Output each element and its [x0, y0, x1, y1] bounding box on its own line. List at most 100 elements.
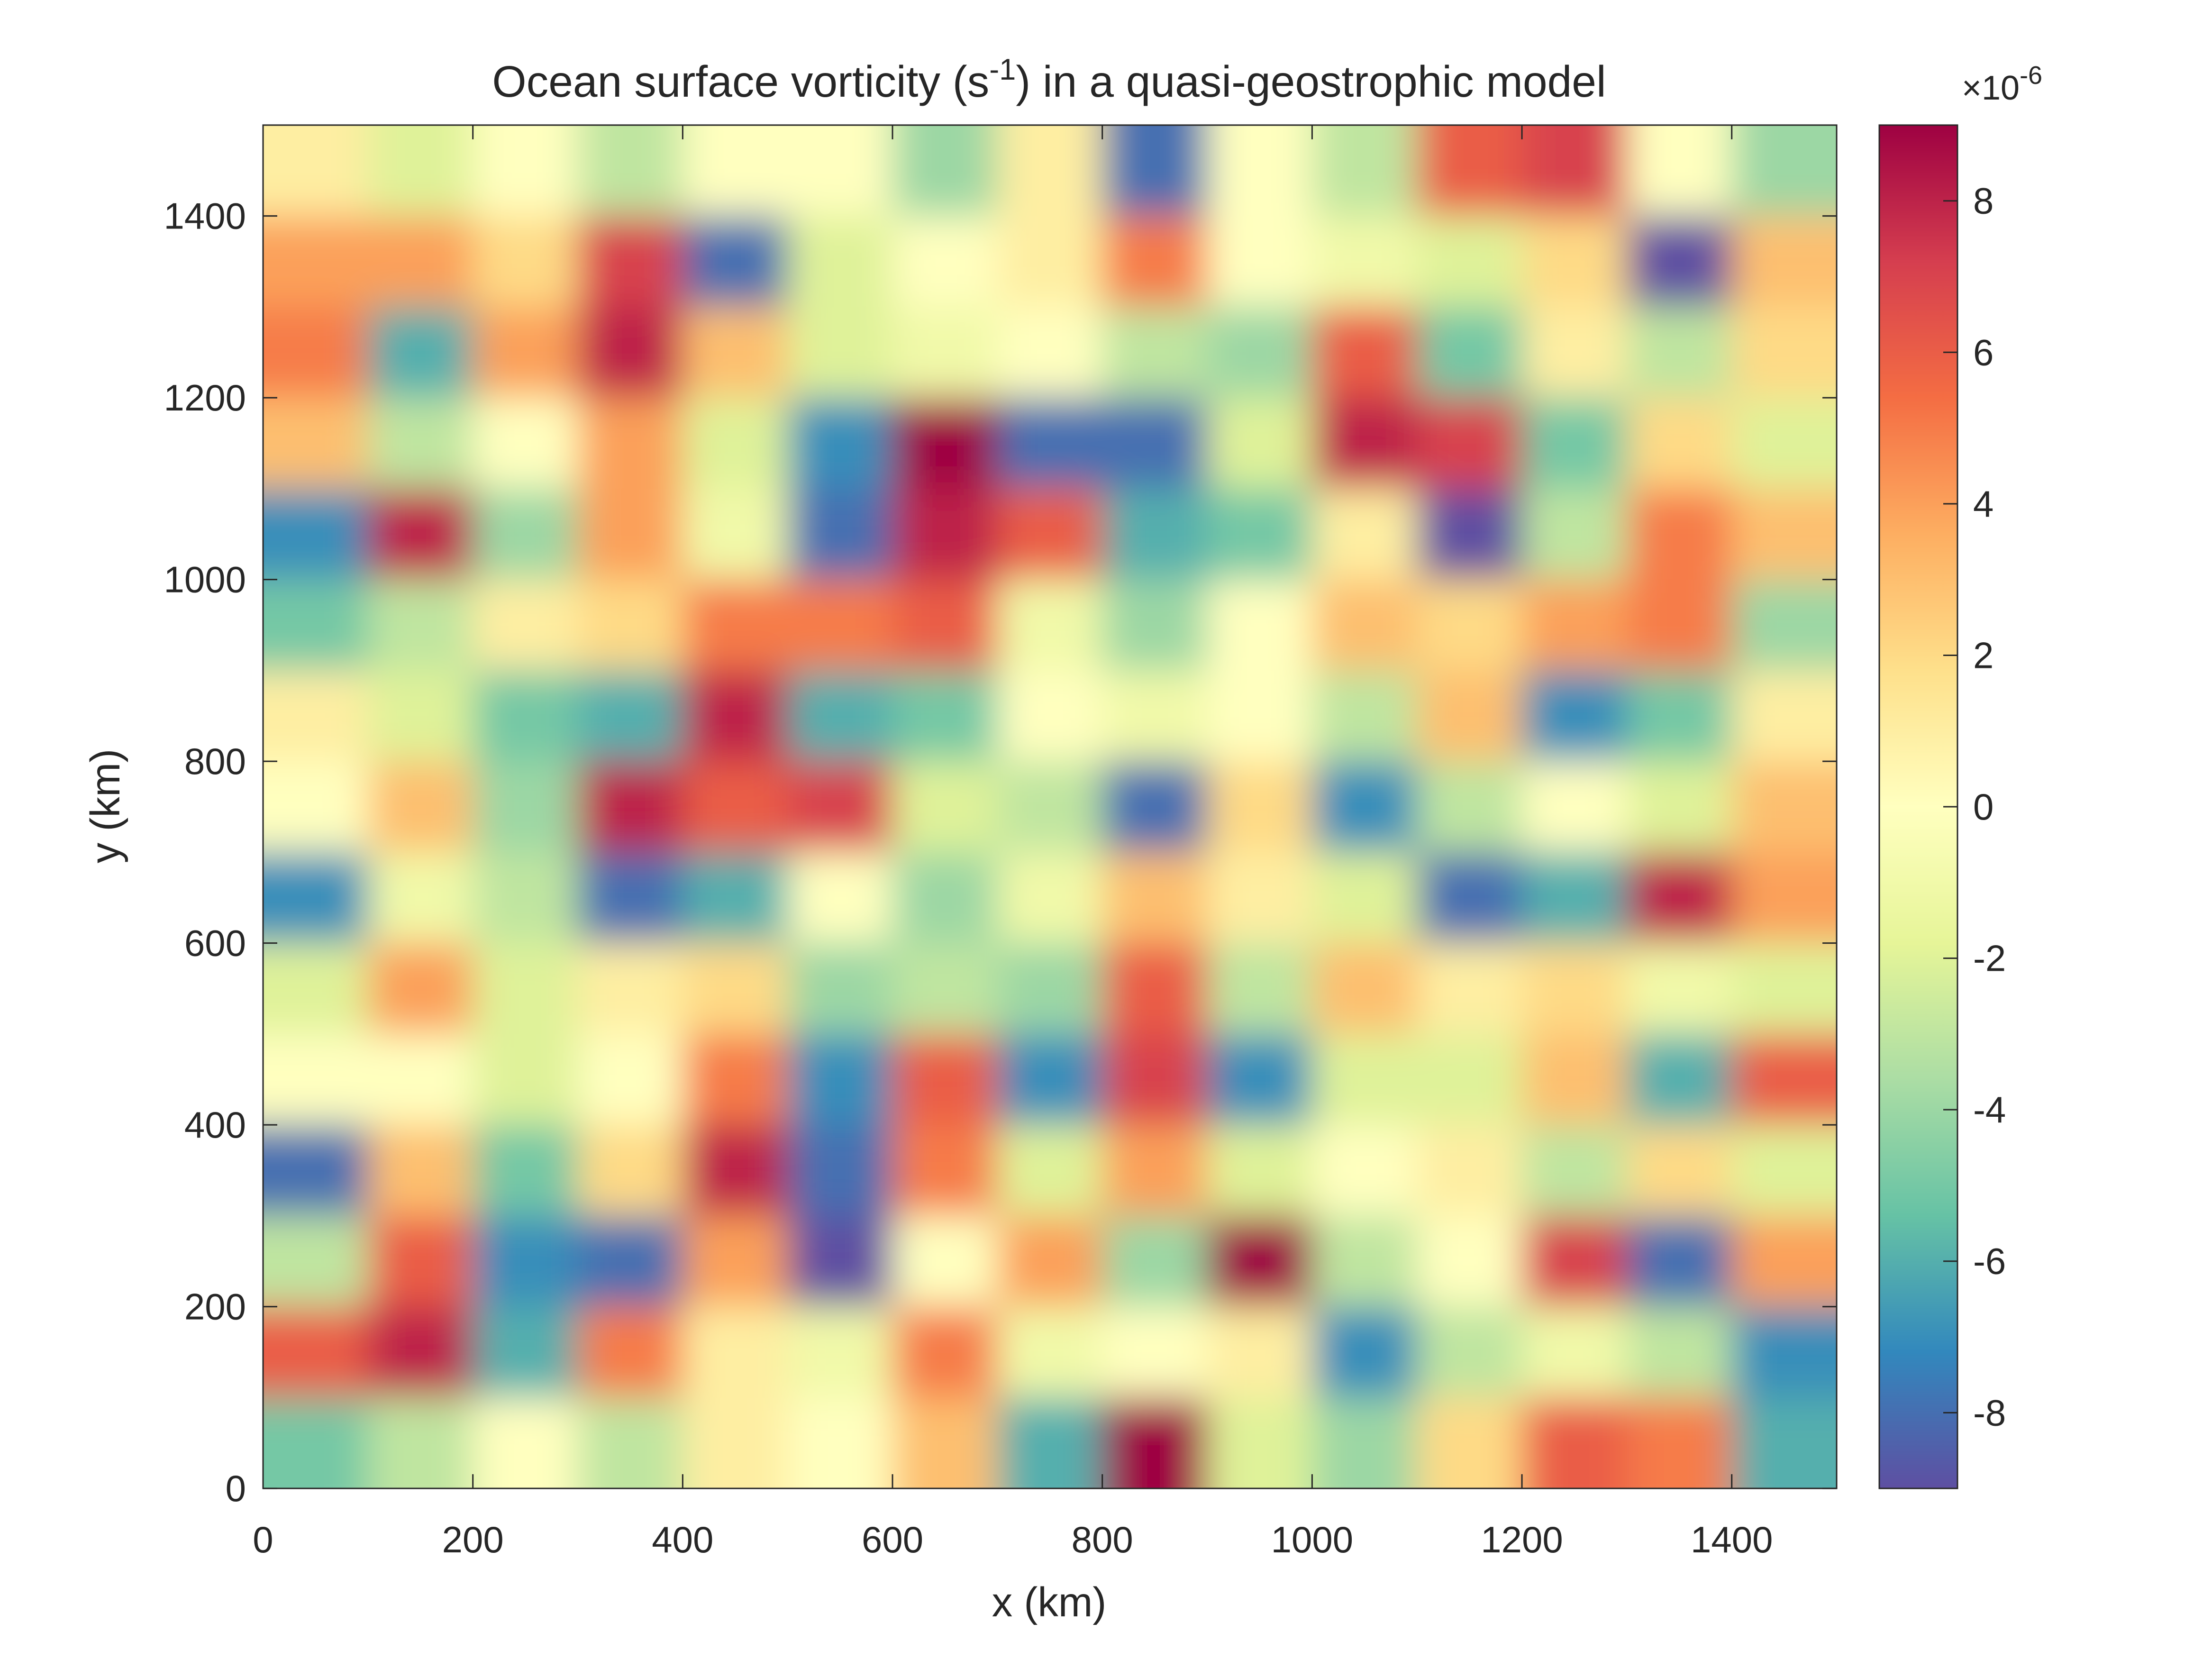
field-cell [368, 398, 474, 490]
field-cell [892, 1397, 999, 1489]
x-tick-label: 1400 [1691, 1519, 1773, 1560]
field-cell [368, 307, 474, 399]
field-cell [997, 761, 1103, 853]
field-cell [683, 398, 789, 490]
field-cell [997, 1397, 1103, 1489]
field-cell [997, 125, 1103, 217]
field-cell [683, 1034, 789, 1126]
field-cell [578, 488, 684, 581]
field-cell [997, 398, 1103, 490]
colorbar-tick-label: -4 [1973, 1089, 2006, 1130]
field-cell [1207, 943, 1313, 1035]
field-cell [1207, 1125, 1313, 1217]
field-cell [683, 1215, 789, 1308]
field-cell [1207, 1306, 1313, 1399]
field-cell [683, 1306, 789, 1399]
field-cell [683, 943, 789, 1035]
field-cell [473, 125, 579, 217]
field-cell [1312, 398, 1418, 490]
field-cell [263, 852, 369, 944]
field-cell [1102, 579, 1208, 672]
field-cell [997, 1125, 1103, 1217]
field-cell [1627, 125, 1733, 217]
field-cell [997, 307, 1103, 399]
field-cell [997, 1215, 1103, 1308]
field-cell [1731, 1034, 1837, 1126]
field-cell [263, 1397, 369, 1489]
field-cell [578, 1397, 684, 1489]
field-cell [1627, 1306, 1733, 1399]
field-cell [892, 216, 999, 308]
field-cell [473, 398, 579, 490]
field-cell [787, 1397, 893, 1489]
field-cell [1102, 670, 1208, 762]
field-cell [1522, 1397, 1628, 1489]
field-cell [578, 216, 684, 308]
field-cell [1312, 488, 1418, 581]
field-cell [683, 579, 789, 672]
field-cell [1731, 761, 1837, 853]
field-cell [892, 1125, 999, 1217]
field-cell [1417, 307, 1523, 399]
field-cell [1102, 1397, 1208, 1489]
field-cell [263, 216, 369, 308]
field-cell [1731, 307, 1837, 399]
field-cell [787, 579, 893, 672]
field-cell [473, 852, 579, 944]
field-cell [1207, 488, 1313, 581]
y-tick-label: 1400 [164, 195, 246, 237]
field-cell [263, 943, 369, 1035]
field-cell [368, 1306, 474, 1399]
x-tick-label: 0 [253, 1519, 273, 1560]
field-cell [578, 398, 684, 490]
field-cell [578, 579, 684, 672]
field-cell [1312, 1306, 1418, 1399]
field-cell [997, 943, 1103, 1035]
field-cell [578, 852, 684, 944]
field-cell [787, 1306, 893, 1399]
field-cell [263, 125, 369, 217]
field-cell [578, 1215, 684, 1308]
field-cell [1312, 852, 1418, 944]
x-tick-label: 600 [862, 1519, 923, 1560]
field-cell [683, 216, 789, 308]
colorbar-tick-label: 8 [1973, 180, 1994, 222]
field-cell [997, 1034, 1103, 1126]
field-cell [1522, 670, 1628, 762]
field-cell [1417, 1034, 1523, 1126]
field-cell [1627, 216, 1733, 308]
field-cell [683, 307, 789, 399]
y-tick-label: 0 [226, 1468, 246, 1509]
field-cell [892, 852, 999, 944]
field-cell [473, 1215, 579, 1308]
x-tick-label: 200 [442, 1519, 504, 1560]
field-cell [892, 125, 999, 217]
field-cell [1731, 1397, 1837, 1489]
field-cell [1312, 307, 1418, 399]
field-cell [368, 1125, 474, 1217]
field-cell [263, 488, 369, 581]
field-cell [1417, 943, 1523, 1035]
field-cell [1522, 307, 1628, 399]
field-cell [1522, 761, 1628, 853]
field-cell [1522, 943, 1628, 1035]
field-cell [1207, 1034, 1313, 1126]
field-cell [683, 488, 789, 581]
field-cell [1102, 852, 1208, 944]
field-cell [787, 488, 893, 581]
field-cell [787, 670, 893, 762]
colorbar-tick-label: -8 [1973, 1392, 2006, 1433]
field-cell [263, 398, 369, 490]
field-cell [1102, 488, 1208, 581]
field-cell [892, 307, 999, 399]
field-cell [368, 1215, 474, 1308]
colorbar-tick-label: -6 [1973, 1240, 2006, 1282]
field-cell [1731, 670, 1837, 762]
field-cell [997, 579, 1103, 672]
field-cell [1417, 488, 1523, 581]
colorbar-tick-label: -2 [1973, 938, 2006, 979]
field-cell [1522, 125, 1628, 217]
field-cell [1522, 1306, 1628, 1399]
field-cell [1522, 852, 1628, 944]
